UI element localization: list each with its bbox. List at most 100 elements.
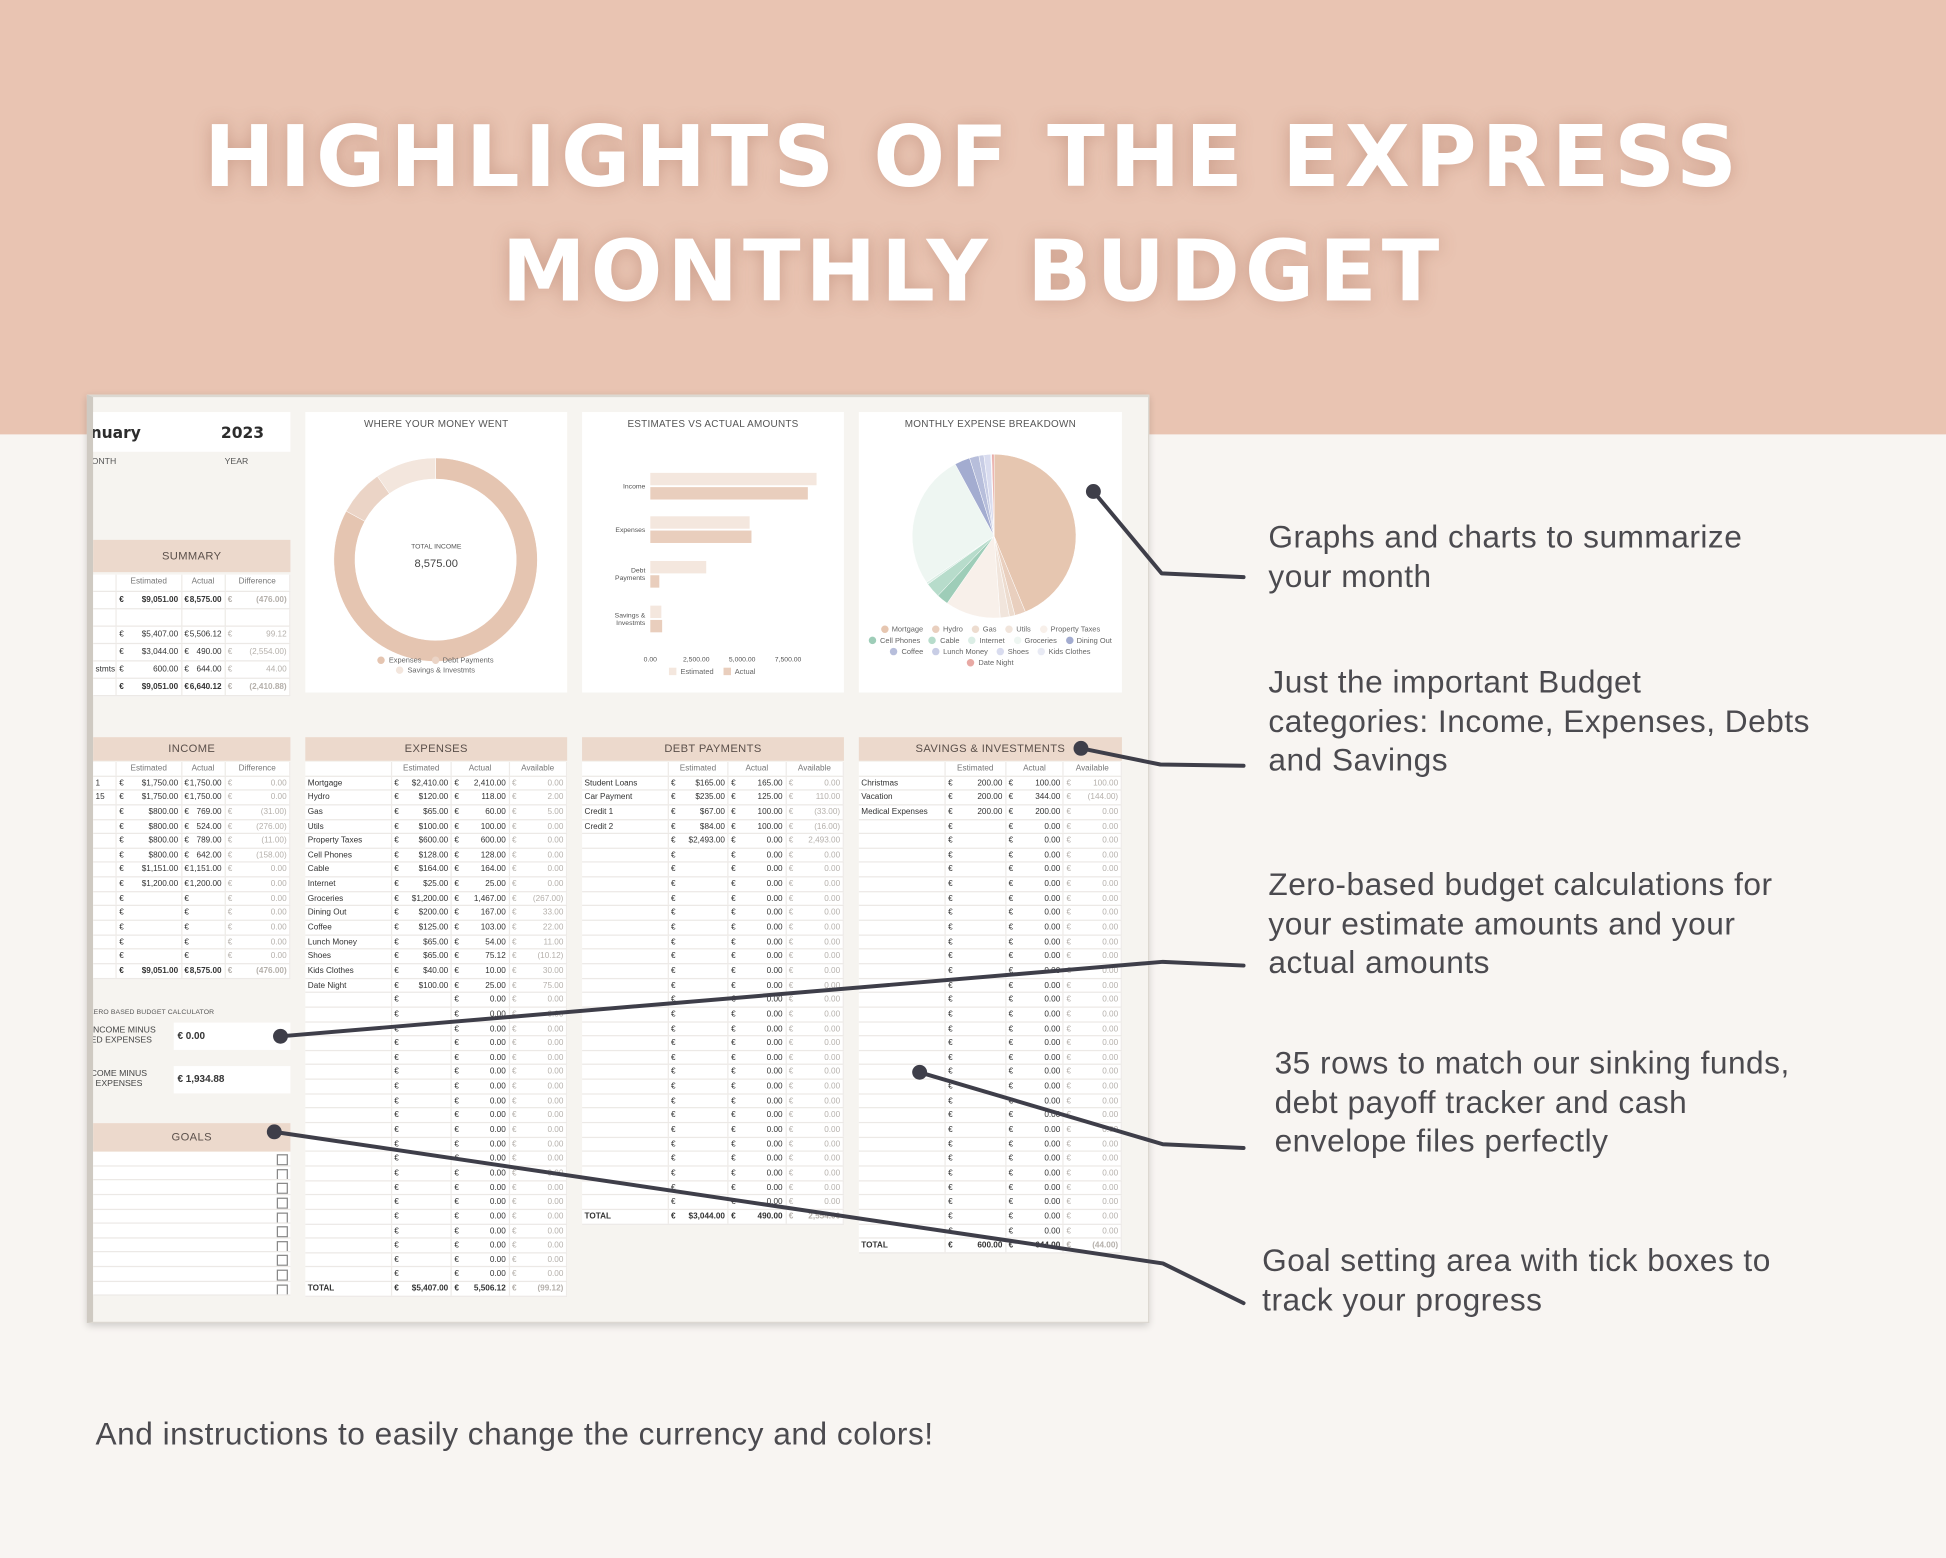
- cell[interactable]: €1,467.00: [452, 892, 510, 906]
- cell[interactable]: €: [946, 1137, 1007, 1151]
- cell[interactable]: €0.00: [1064, 1065, 1122, 1079]
- cell[interactable]: €490.00: [729, 1209, 787, 1224]
- cell[interactable]: €1,750.00: [182, 790, 226, 805]
- cell[interactable]: €6,640.12: [182, 678, 226, 695]
- cell[interactable]: €0.00: [786, 1022, 844, 1036]
- cell[interactable]: €0.00: [452, 993, 510, 1007]
- cell[interactable]: €0.00: [1064, 920, 1122, 935]
- cell[interactable]: €0.00: [452, 1094, 510, 1108]
- cell[interactable]: €103.00: [452, 920, 510, 935]
- cell[interactable]: € $3,044.00: [117, 644, 182, 661]
- cell[interactable]: €: [668, 1180, 729, 1195]
- cell[interactable]: €0.00: [729, 1036, 787, 1050]
- cell[interactable]: €0.00: [510, 1253, 568, 1267]
- cell[interactable]: €: [946, 1180, 1007, 1195]
- cell[interactable]: €0.00: [1006, 920, 1065, 935]
- cell[interactable]: € $1,151.00: [117, 863, 182, 877]
- cell[interactable]: €0.00: [1064, 1123, 1122, 1137]
- cell[interactable]: €0.00: [786, 906, 844, 920]
- cell[interactable]: €5,506.12: [182, 626, 226, 643]
- cell[interactable]: € (11.00): [225, 834, 291, 848]
- cell[interactable]: € $164.00: [392, 863, 452, 877]
- cell[interactable]: €0.00: [786, 1036, 844, 1050]
- cell[interactable]: €0.00: [1064, 949, 1122, 964]
- cell[interactable]: €2.00: [510, 790, 568, 805]
- cell[interactable]: €: [668, 877, 729, 891]
- cell[interactable]: €0.00: [1006, 848, 1065, 862]
- cell[interactable]: €0.00: [452, 1108, 510, 1122]
- cell[interactable]: €0.00: [786, 1152, 844, 1166]
- cell[interactable]: € $1,750.00: [117, 776, 182, 790]
- cell[interactable]: €0.00: [729, 1123, 787, 1137]
- cell[interactable]: €0.00: [1006, 1195, 1065, 1209]
- cell[interactable]: €0.00: [452, 1238, 510, 1252]
- cell[interactable]: €0.00: [786, 1094, 844, 1108]
- cell[interactable]: € (44.00): [1064, 1238, 1122, 1252]
- cell[interactable]: €: [392, 1036, 452, 1050]
- cell[interactable]: €: [946, 906, 1007, 920]
- cell[interactable]: €0.00: [225, 776, 291, 790]
- cell[interactable]: €: [668, 1022, 729, 1036]
- cell[interactable]: €: [117, 892, 182, 906]
- cell[interactable]: € $5,407.00: [392, 1282, 452, 1296]
- cell[interactable]: €0.00: [1064, 834, 1122, 848]
- cell[interactable]: € (267.00): [510, 892, 568, 906]
- goal-checkbox[interactable]: [276, 1154, 288, 1165]
- goal-row[interactable]: [93, 1224, 291, 1239]
- cell[interactable]: €: [392, 993, 452, 1007]
- cell[interactable]: €8,575.00: [182, 964, 226, 978]
- goal-text[interactable]: [93, 1166, 290, 1180]
- cell[interactable]: €: [117, 935, 182, 949]
- bar-estimated-0[interactable]: [650, 472, 817, 486]
- cell[interactable]: €0.00: [729, 1152, 787, 1166]
- cell[interactable]: €2,493.00: [786, 834, 844, 848]
- cell[interactable]: €118.00: [452, 790, 510, 805]
- goal-row[interactable]: [93, 1253, 291, 1268]
- cell[interactable]: €0.00: [729, 906, 787, 920]
- cell[interactable]: €0.00: [225, 892, 291, 906]
- cell[interactable]: €: [946, 848, 1007, 862]
- cell[interactable]: €: [946, 920, 1007, 935]
- cell[interactable]: €: [668, 1079, 729, 1094]
- cell[interactable]: €0.00: [1006, 949, 1065, 964]
- cell[interactable]: €0.00: [1006, 1065, 1065, 1079]
- cell[interactable]: € (33.00): [786, 805, 844, 819]
- cell[interactable]: €: [946, 1209, 1007, 1224]
- cell[interactable]: €0.00: [786, 1195, 844, 1209]
- cell[interactable]: €0.00: [1006, 993, 1065, 1007]
- year-value[interactable]: 2023: [220, 423, 265, 442]
- cell[interactable]: €0.00: [1006, 1094, 1065, 1108]
- cell[interactable]: €0.00: [1006, 1036, 1065, 1050]
- cell[interactable]: €0.00: [729, 935, 787, 949]
- cell[interactable]: €: [946, 935, 1007, 949]
- cell[interactable]: €: [392, 1253, 452, 1267]
- cell[interactable]: €0.00: [1064, 1137, 1122, 1151]
- cell[interactable]: €: [392, 1195, 452, 1209]
- cell[interactable]: €: [392, 1079, 452, 1094]
- cell[interactable]: €22.00: [510, 920, 568, 935]
- cell[interactable]: €0.00: [452, 1166, 510, 1180]
- cell[interactable]: €100.00: [729, 819, 787, 834]
- goal-row[interactable]: [93, 1166, 291, 1181]
- cell[interactable]: €: [946, 877, 1007, 891]
- cell[interactable]: €0.00: [786, 848, 844, 862]
- goal-text[interactable]: [93, 1152, 290, 1165]
- cell[interactable]: €: [668, 892, 729, 906]
- cell[interactable]: €: [668, 906, 729, 920]
- cell[interactable]: €75.12: [452, 949, 510, 964]
- cell[interactable]: €0.00: [452, 1022, 510, 1036]
- cell[interactable]: €0.00: [225, 949, 291, 964]
- cell[interactable]: €0.00: [786, 949, 844, 964]
- cell[interactable]: €0.00: [510, 1152, 568, 1166]
- cell[interactable]: €: [668, 1007, 729, 1021]
- cell[interactable]: €0.00: [510, 1123, 568, 1137]
- goal-row[interactable]: [93, 1195, 291, 1210]
- cell[interactable]: €: [668, 949, 729, 964]
- cell[interactable]: €644.00: [182, 661, 226, 678]
- cell[interactable]: €128.00: [452, 848, 510, 862]
- cell[interactable]: €642.00: [182, 848, 226, 862]
- cell[interactable]: €: [946, 964, 1007, 978]
- cell[interactable]: € (2,410.88): [225, 678, 291, 695]
- cell[interactable]: € (158.00): [225, 848, 291, 862]
- cell[interactable]: €: [946, 1152, 1007, 1166]
